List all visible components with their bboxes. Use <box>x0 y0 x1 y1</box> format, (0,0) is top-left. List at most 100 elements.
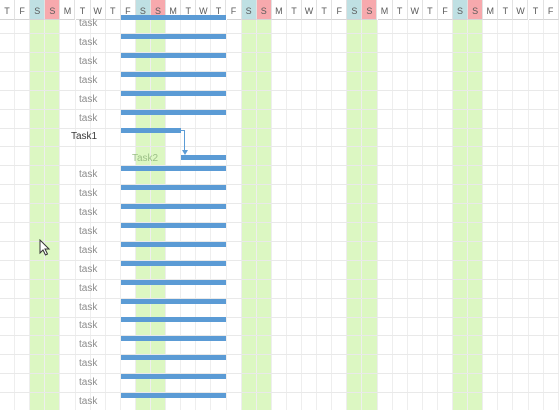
row-gridline <box>0 70 559 72</box>
task-bar[interactable] <box>120 204 227 209</box>
day-header-saturday: S <box>30 0 46 20</box>
task-bar[interactable] <box>120 90 227 96</box>
day-header-weekday: T <box>392 0 408 20</box>
task-bar[interactable] <box>181 155 227 161</box>
column-gridline <box>74 20 76 410</box>
day-header-weekday: M <box>60 0 76 20</box>
weekend-column <box>362 20 378 410</box>
column-gridline <box>346 20 348 410</box>
task-label[interactable]: task <box>79 263 98 275</box>
column-gridline <box>421 20 423 410</box>
task-bar[interactable] <box>120 241 227 247</box>
task-label[interactable]: task <box>79 55 98 67</box>
column-gridline <box>104 20 106 410</box>
row-gridline <box>0 316 559 318</box>
row-gridline <box>0 222 559 223</box>
task-bar[interactable] <box>120 109 227 115</box>
day-header-sunday: S <box>362 0 378 20</box>
task-bar[interactable] <box>120 15 227 20</box>
day-header-weekday: M <box>483 0 499 20</box>
task-label-task2[interactable]: Task2 <box>132 153 159 165</box>
task-bar[interactable] <box>120 336 227 342</box>
row-gridline <box>0 127 559 129</box>
row-gridline <box>0 392 559 394</box>
row-gridline <box>0 51 559 53</box>
row-gridline <box>0 108 559 110</box>
task-label[interactable]: task <box>79 358 98 370</box>
row-gridline <box>0 184 559 186</box>
column-gridline <box>210 20 212 410</box>
column-gridline <box>452 20 453 410</box>
task-bar[interactable] <box>120 33 227 39</box>
task-label[interactable]: task <box>79 225 98 237</box>
day-header-sunday: S <box>45 0 61 20</box>
column-gridline <box>44 20 46 410</box>
task-bar[interactable] <box>120 298 227 304</box>
task-bar[interactable] <box>120 279 227 285</box>
day-header-weekday: W <box>302 0 318 20</box>
day-header-weekday: T <box>422 0 438 20</box>
task-bar[interactable] <box>120 71 227 77</box>
task-label-task1[interactable]: Task1 <box>71 131 98 143</box>
task-label[interactable]: task <box>79 339 98 351</box>
row-gridline <box>0 89 559 91</box>
column-gridline <box>361 20 363 410</box>
task-label[interactable]: task <box>79 93 98 105</box>
mouse-pointer-icon <box>39 239 51 256</box>
row-gridline <box>0 354 559 356</box>
task-label[interactable]: task <box>79 36 98 48</box>
task-label[interactable]: task <box>79 188 98 200</box>
weekend-column <box>45 20 61 410</box>
column-gridline <box>270 20 272 410</box>
task-label[interactable]: task <box>79 18 98 29</box>
task-label[interactable]: task <box>79 169 98 181</box>
day-header-sunday: S <box>468 0 484 20</box>
column-gridline <box>29 20 31 410</box>
dependency-arrow-icon <box>181 150 188 156</box>
task-label[interactable]: task <box>79 396 98 407</box>
column-gridline <box>225 20 227 410</box>
task-label[interactable]: task <box>79 301 98 313</box>
column-gridline <box>316 20 318 410</box>
column-gridline <box>89 20 91 410</box>
column-gridline <box>391 20 393 410</box>
row-gridline <box>0 165 559 167</box>
task-label[interactable]: task <box>79 112 98 124</box>
task-label[interactable]: task <box>79 244 98 256</box>
row-gridline <box>0 146 559 148</box>
task-label[interactable]: task <box>79 320 98 332</box>
column-gridline <box>376 20 378 410</box>
task-label[interactable]: task <box>79 377 98 389</box>
column-gridline <box>59 20 61 410</box>
row-gridline <box>0 335 559 337</box>
task-bar[interactable] <box>120 393 227 398</box>
weekend-column <box>347 20 363 410</box>
task-bar[interactable] <box>120 374 227 380</box>
task-bar[interactable] <box>120 317 227 323</box>
task-bar[interactable] <box>120 52 227 58</box>
column-gridline <box>527 20 529 410</box>
day-header-weekday: T <box>105 0 121 20</box>
column-gridline <box>255 20 257 410</box>
task-label[interactable]: task <box>79 74 98 86</box>
column-gridline <box>165 20 167 410</box>
day-header-saturday: S <box>241 0 257 20</box>
task-label[interactable]: task <box>79 282 98 294</box>
day-header-weekday: M <box>377 0 393 20</box>
task-bar[interactable] <box>120 128 182 134</box>
task-bar[interactable] <box>120 185 227 191</box>
task-label[interactable]: task <box>79 207 98 218</box>
weekend-column <box>241 20 257 410</box>
column-gridline <box>14 20 16 410</box>
task-bar[interactable] <box>120 260 227 266</box>
task-bar[interactable] <box>120 222 227 228</box>
row-gridline <box>0 259 559 261</box>
task-bar[interactable] <box>120 355 227 361</box>
dependency-connector <box>181 130 186 132</box>
day-header-weekday: T <box>317 0 333 20</box>
task-bar[interactable] <box>120 166 227 172</box>
column-gridline <box>497 20 499 410</box>
day-header-weekday: T <box>498 0 514 20</box>
day-header-weekday: W <box>407 0 423 20</box>
